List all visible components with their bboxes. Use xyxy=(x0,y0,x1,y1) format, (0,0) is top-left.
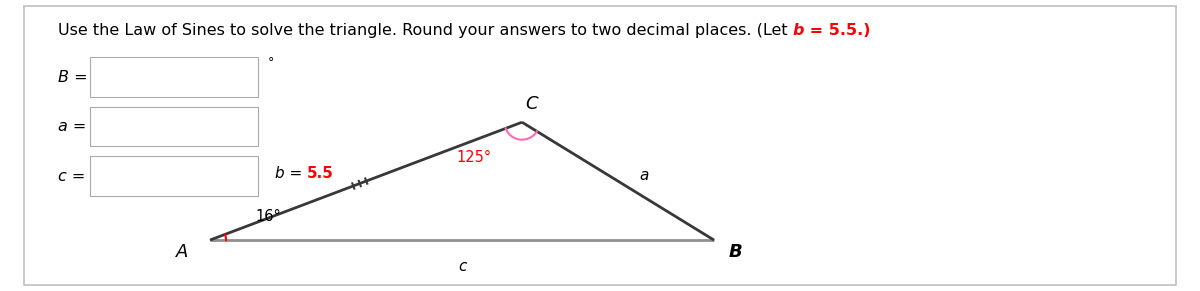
Text: B: B xyxy=(728,243,742,261)
Text: 5.5: 5.5 xyxy=(307,166,334,181)
Text: = 5.5.): = 5.5.) xyxy=(804,23,870,38)
Text: b =: b = xyxy=(275,166,307,181)
Text: a: a xyxy=(640,168,649,183)
Text: Use the Law of Sines to solve the triangle. Round your answers to two decimal pl: Use the Law of Sines to solve the triang… xyxy=(58,23,792,38)
Text: a =: a = xyxy=(58,119,86,134)
Text: c =: c = xyxy=(58,168,85,184)
Bar xyxy=(90,157,258,196)
Text: b: b xyxy=(792,23,804,38)
Text: °: ° xyxy=(268,56,274,69)
Bar xyxy=(90,58,258,97)
Bar xyxy=(90,107,258,146)
Text: B =: B = xyxy=(58,70,88,85)
Text: C: C xyxy=(526,95,538,113)
Text: A: A xyxy=(176,243,188,261)
Text: 125°: 125° xyxy=(456,150,491,165)
Text: c: c xyxy=(458,259,466,274)
Text: 16°: 16° xyxy=(256,209,281,224)
